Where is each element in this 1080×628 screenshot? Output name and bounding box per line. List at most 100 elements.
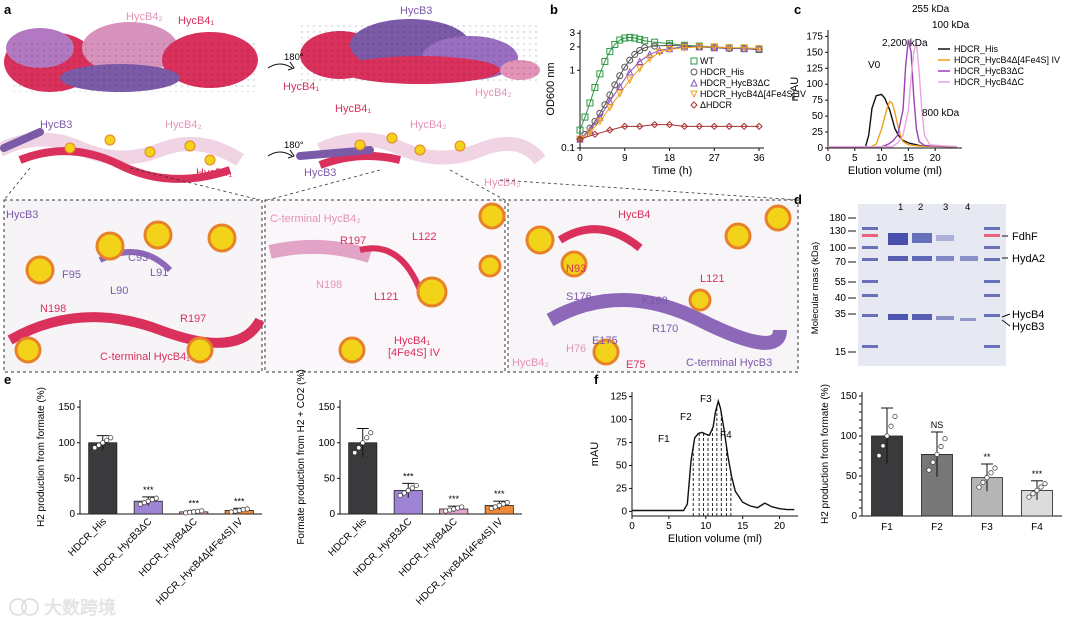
data-point	[360, 440, 366, 446]
legend-marker	[690, 57, 698, 65]
rotate-arrow-icon: 180°	[267, 140, 304, 159]
data-point	[596, 112, 604, 121]
y-tick-label: 3	[569, 28, 575, 39]
data-point	[601, 57, 609, 65]
y-tick-label: 150	[806, 47, 823, 58]
y-tick-label: 50	[812, 111, 824, 122]
data-point	[586, 128, 594, 137]
zoom2-res-l121: L121	[374, 291, 398, 303]
series-line	[632, 398, 795, 512]
data-point	[695, 43, 704, 52]
data-point	[1030, 491, 1036, 497]
zoom1-res-f95: F95	[62, 269, 81, 281]
data-point	[635, 65, 644, 73]
gel-marker-label: 180	[829, 213, 846, 224]
data-point	[1042, 481, 1048, 487]
x-tick-label: F2	[931, 522, 943, 533]
data-point	[581, 113, 589, 121]
data-point	[591, 130, 599, 139]
data-point	[680, 122, 689, 131]
fraction-label: F2	[680, 412, 692, 423]
data-point	[626, 56, 634, 64]
x-tick-label: 36	[753, 153, 765, 164]
panel-a-letter: a	[4, 2, 12, 17]
data-point	[92, 445, 98, 451]
data-point	[934, 451, 940, 457]
significance-label: ***	[143, 485, 154, 495]
y-tick-label: 50	[64, 473, 76, 484]
band-hyda2: HydA2	[1012, 253, 1045, 265]
legend-marker	[690, 68, 698, 76]
legend-label: HDCR_HycB3ΔC	[700, 78, 771, 88]
significance-label: ***	[1032, 469, 1043, 479]
annotation: 100 kDa	[932, 20, 970, 31]
data-point	[576, 126, 584, 134]
zoom3-res-e75: E75	[626, 359, 646, 371]
data-point	[740, 44, 748, 52]
gel-marker-label: 40	[835, 293, 847, 304]
zoom2-res-l122: L122	[412, 231, 436, 243]
series-line-4	[579, 124, 760, 140]
data-point	[884, 433, 890, 439]
panel-e-letter: e	[4, 372, 11, 387]
data-point	[631, 50, 639, 58]
y-tick-label: 50	[846, 471, 858, 482]
label-b42-cartoon-r2: HycB4₂	[484, 177, 521, 189]
legend-label: WT	[700, 56, 714, 66]
data-point	[992, 465, 998, 471]
data-point	[725, 44, 733, 52]
data-point	[988, 470, 994, 476]
x-tick-label: HDCR_HycB4Δ[4Fe4S] IV	[414, 516, 505, 607]
y-axis-label: mAU	[589, 442, 601, 467]
axis-frame	[631, 392, 798, 517]
y-tick-label: 125	[610, 392, 627, 403]
label-b3-cartoon-r: HycB3	[304, 167, 336, 179]
gel-bands	[888, 233, 978, 321]
x-tick-label: 0	[577, 153, 583, 164]
label-b41-cartoon-r: HycB4₁	[335, 103, 371, 115]
gel-marker-label: 55	[835, 277, 847, 288]
zoom-box-2	[264, 199, 506, 373]
series-line-3	[579, 46, 760, 140]
x-tick-label: 10	[700, 521, 712, 532]
data-point	[621, 34, 629, 42]
chart-growth: 0 9 18 27 36 0.1 1 2 3 Time (h) OD600 nm WTHDCR_His…	[545, 28, 806, 177]
gel-marker-label: 35	[835, 309, 847, 320]
y-axis-label: H2 production from formate (%)	[820, 384, 831, 524]
data-point	[368, 430, 374, 436]
data-point	[755, 122, 763, 131]
band-hycb3: HycB3	[1012, 321, 1044, 333]
legend-marker	[690, 78, 698, 87]
y-tick-label: 100	[318, 438, 335, 449]
data-point	[645, 50, 654, 58]
lane-3: 3	[943, 202, 948, 213]
data-point	[356, 445, 362, 451]
data-point	[636, 35, 644, 43]
rotate-arrow-icon: 180°	[267, 52, 304, 71]
bar	[88, 442, 118, 515]
x-tick-label: F1	[881, 522, 893, 533]
chart-fraction-elution: 0 5 10 15 20 0 25 50 75 100 125 Elution volume (ml)…	[589, 392, 798, 545]
data-point	[616, 36, 624, 44]
data-point	[240, 507, 246, 513]
x-tick-label: HDCR_His	[327, 516, 369, 558]
data-point	[651, 38, 659, 46]
panel-b-letter: b	[550, 2, 558, 17]
legend-marker	[690, 90, 698, 99]
data-point	[641, 44, 649, 52]
data-point	[413, 482, 419, 489]
zoom3-res-s176: S176	[566, 291, 592, 303]
y-tick-label: 0	[851, 511, 857, 522]
data-point	[1038, 484, 1044, 490]
label-b42-cartoon-r: HycB4₂	[410, 119, 447, 131]
label-b3-top: HycB3	[400, 5, 432, 17]
x-tick-label: HDCR_HycB4Δ[4Fe4S] IV	[154, 516, 245, 607]
x-axis-label: Elution volume (ml)	[668, 533, 762, 545]
data-point	[199, 508, 205, 514]
data-point	[938, 444, 944, 450]
watermark-text: 大数跨境	[44, 597, 116, 618]
zoom3-res-k169: K169	[642, 295, 668, 307]
x-tick-label: 0	[825, 153, 831, 164]
data-point	[665, 120, 674, 129]
zoom3-bottom: C-terminal HycB3	[686, 357, 772, 369]
